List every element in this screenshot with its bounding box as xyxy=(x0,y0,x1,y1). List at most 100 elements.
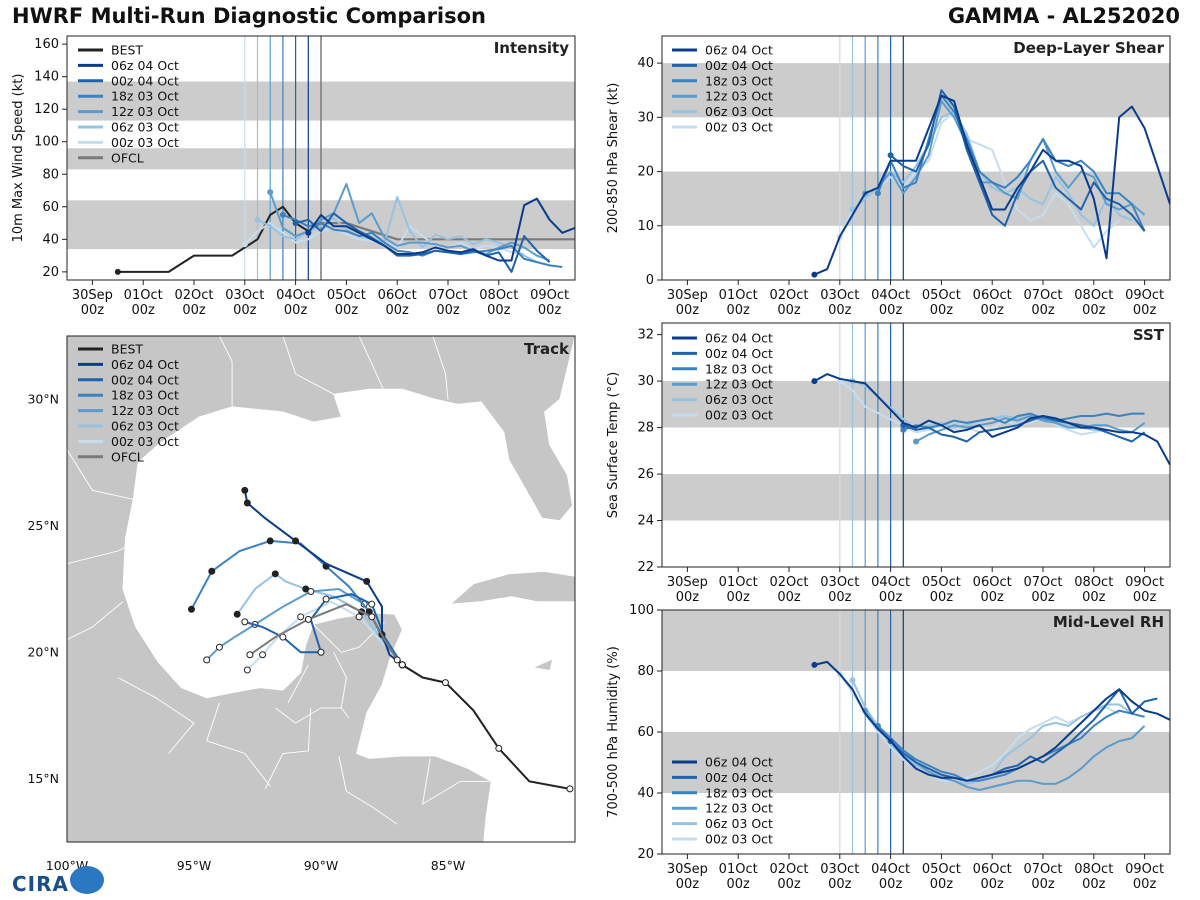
legend-label: 06z 04 Oct xyxy=(705,755,773,770)
x-tick-label: 06Oct xyxy=(973,575,1012,590)
track-point xyxy=(566,785,574,793)
track-point xyxy=(292,537,300,545)
x-tick-label: 01Oct xyxy=(719,575,758,590)
ofcl-line xyxy=(307,222,575,241)
x-tick-sublabel: 00z xyxy=(1133,877,1157,892)
y-tick-label: 32 xyxy=(637,328,654,343)
figure-title: HWRF Multi-Run Diagnostic Comparison xyxy=(12,4,487,28)
ofcl-track-line xyxy=(249,603,399,661)
y-axis-label: 700-500 hPa Humidity (%) xyxy=(606,646,621,818)
y-tick-label: 22 xyxy=(637,560,654,575)
y-tick-label: 100 xyxy=(629,603,654,618)
x-tick-sublabel: 00z xyxy=(930,590,954,605)
x-tick-label: 03Oct xyxy=(225,288,264,303)
x-tick-label: 07Oct xyxy=(1023,288,1062,303)
shaded-band xyxy=(662,610,1170,671)
track-lines xyxy=(187,486,574,793)
map-border xyxy=(117,677,195,754)
y-tick-label: 28 xyxy=(637,421,654,436)
x-tick-label: 02Oct xyxy=(769,862,808,877)
x-tick-label: 05Oct xyxy=(922,288,961,303)
x-tick-sublabel: 00z xyxy=(727,877,751,892)
panel-title: SST xyxy=(1133,326,1165,344)
x-tick-sublabel: 00z xyxy=(1031,303,1055,318)
map-border xyxy=(67,449,139,501)
legend-label: 12z 03 Oct xyxy=(111,104,179,119)
series-start-point xyxy=(254,216,261,223)
y-tick-label: 24 xyxy=(637,514,654,529)
map-border xyxy=(218,336,233,407)
track-point xyxy=(271,570,279,578)
series-line-06z-04-oct xyxy=(813,373,1170,466)
series-start-point xyxy=(849,677,856,684)
legend-label: 06z 03 Oct xyxy=(111,120,179,135)
x-tick-sublabel: 00z xyxy=(1082,590,1106,605)
legend-label: 06z 04 Oct xyxy=(111,357,179,372)
panel-title: Deep-Layer Shear xyxy=(1013,39,1164,57)
legend-label: 06z 03 Oct xyxy=(705,392,773,407)
series-start-point xyxy=(292,220,299,227)
track-point xyxy=(393,656,401,664)
x-tick-label: 07Oct xyxy=(1023,862,1062,877)
x-tick-sublabel: 00z xyxy=(1031,877,1055,892)
legend-label: 18z 03 Oct xyxy=(111,388,179,403)
x-tick-label: 30Sep xyxy=(667,575,708,590)
cira-logo-text: CIRA xyxy=(12,872,69,896)
track-point xyxy=(241,486,249,494)
cira-swirl-icon xyxy=(70,866,104,894)
y-tick-label: 100 xyxy=(34,135,59,150)
track-point xyxy=(187,605,195,613)
track-point xyxy=(215,643,223,651)
x-tick-sublabel: 00z xyxy=(335,303,359,318)
x-tick-sublabel: 00z xyxy=(538,303,562,318)
legend-label: 18z 03 Oct xyxy=(705,361,773,376)
legend-label: 06z 04 Oct xyxy=(705,331,773,346)
track-point xyxy=(246,651,254,659)
series-start-point xyxy=(114,268,121,275)
x-tick-sublabel: 00z xyxy=(879,303,903,318)
x-tick-sublabel: 00z xyxy=(981,303,1005,318)
track-point xyxy=(441,679,449,687)
x-tick-label: 03Oct xyxy=(820,862,859,877)
track-point xyxy=(233,610,241,618)
x-tick-sublabel: 00z xyxy=(828,590,852,605)
x-tick-label: 09Oct xyxy=(1125,575,1164,590)
x-tick-sublabel: 00z xyxy=(1133,303,1157,318)
map-layer xyxy=(67,336,575,842)
y-tick-label: 30 xyxy=(637,374,654,389)
series-start-point xyxy=(279,211,286,218)
series-start-point xyxy=(811,661,818,668)
x-tick-label: 01Oct xyxy=(719,288,758,303)
legend-label: 00z 03 Oct xyxy=(111,135,179,150)
lat-tick-label: 25°N xyxy=(27,518,59,533)
lon-tick-label: 85°W xyxy=(431,858,466,873)
map-border xyxy=(264,707,312,790)
series-start-point xyxy=(241,241,248,248)
land-cuba xyxy=(449,570,575,605)
x-tick-label: 30Sep xyxy=(667,862,708,877)
legend-label: 18z 03 Oct xyxy=(705,785,773,800)
x-tick-sublabel: 00z xyxy=(727,590,751,605)
x-tick-label: 04Oct xyxy=(276,288,315,303)
series-line-00z-04-oct xyxy=(889,688,1158,782)
track-point xyxy=(243,499,251,507)
map-border xyxy=(421,758,492,805)
y-tick-label: 40 xyxy=(637,786,654,801)
series-line-00z-04-oct xyxy=(889,89,1146,232)
x-tick-label: 02Oct xyxy=(769,288,808,303)
x-tick-label: 03Oct xyxy=(820,288,859,303)
x-tick-label: 09Oct xyxy=(1125,288,1164,303)
legend-label: BEST xyxy=(111,342,143,357)
track-line-06z-04-oct xyxy=(243,490,403,666)
map-border xyxy=(206,702,271,787)
x-tick-label: 09Oct xyxy=(530,288,569,303)
x-tick-sublabel: 00z xyxy=(284,303,308,318)
legend-label: 12z 03 Oct xyxy=(705,377,773,392)
lat-tick-label: 30°N xyxy=(27,391,59,406)
series-line-18z-03-oct xyxy=(877,709,1145,782)
x-tick-sublabel: 00z xyxy=(727,303,751,318)
y-tick-label: 120 xyxy=(34,102,59,117)
